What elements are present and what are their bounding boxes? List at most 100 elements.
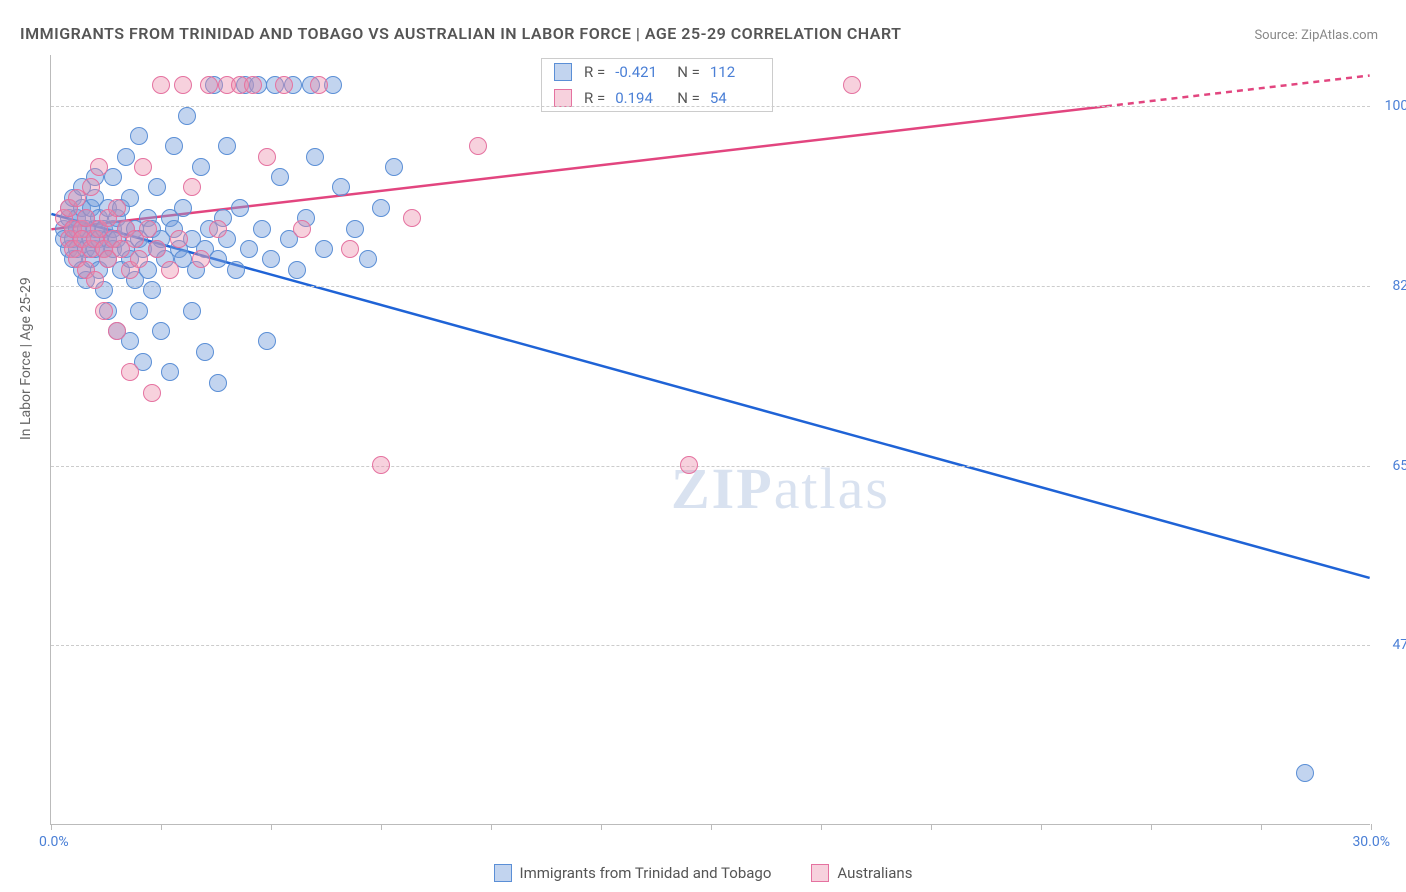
scatter-point xyxy=(240,240,258,258)
chart-source: Source: ZipAtlas.com xyxy=(1254,28,1378,43)
scatter-point xyxy=(284,76,302,94)
scatter-point xyxy=(293,220,311,238)
scatter-point xyxy=(170,240,188,258)
scatter-point xyxy=(112,240,130,258)
scatter-point xyxy=(227,261,245,279)
scatter-point xyxy=(64,220,82,238)
scatter-point xyxy=(126,271,144,289)
scatter-point xyxy=(99,230,117,248)
x-axis-max-label: 30.0% xyxy=(1352,834,1390,850)
chart-title: IMMIGRANTS FROM TRINIDAD AND TOBAGO VS A… xyxy=(20,24,901,43)
legend-label-2: Australians xyxy=(837,864,912,882)
scatter-point xyxy=(134,353,152,371)
scatter-point xyxy=(165,137,183,155)
stats-row-series-1: R = -0.421 N = 112 xyxy=(542,59,772,85)
scatter-point xyxy=(112,199,130,217)
scatter-point xyxy=(332,178,350,196)
scatter-point xyxy=(134,240,152,258)
scatter-point xyxy=(64,189,82,207)
scatter-point xyxy=(183,230,201,248)
scatter-point xyxy=(315,240,333,258)
n-label: N = xyxy=(677,89,700,107)
r-value-series-1: -0.421 xyxy=(615,63,665,81)
watermark: ZIPatlas xyxy=(671,455,890,522)
scatter-point xyxy=(99,250,117,268)
scatter-point xyxy=(68,220,86,238)
n-label: N = xyxy=(677,63,700,81)
scatter-point xyxy=(253,220,271,238)
scatter-point xyxy=(73,261,91,279)
scatter-point xyxy=(99,209,117,227)
r-label: R = xyxy=(584,63,605,81)
scatter-point xyxy=(121,363,139,381)
scatter-point xyxy=(297,209,315,227)
scatter-point xyxy=(359,250,377,268)
scatter-point xyxy=(324,76,342,94)
r-label: R = xyxy=(584,89,605,107)
scatter-point xyxy=(95,220,113,238)
scatter-point xyxy=(1296,764,1314,782)
scatter-point xyxy=(288,261,306,279)
scatter-point xyxy=(104,240,122,258)
scatter-point xyxy=(60,199,78,217)
scatter-point xyxy=(73,178,91,196)
scatter-point xyxy=(60,209,78,227)
x-tick xyxy=(931,824,932,830)
scatter-point xyxy=(121,189,139,207)
scatter-point xyxy=(258,148,276,166)
scatter-point xyxy=(60,240,78,258)
scatter-point xyxy=(117,240,135,258)
scatter-point xyxy=(77,261,95,279)
scatter-point xyxy=(73,230,91,248)
source-name: ZipAtlas.com xyxy=(1301,28,1378,43)
scatter-point xyxy=(218,76,236,94)
gridline xyxy=(51,466,1370,467)
scatter-point xyxy=(183,178,201,196)
scatter-point xyxy=(174,199,192,217)
correlation-stats-box: R = -0.421 N = 112 R = 0.194 N = 54 xyxy=(541,58,773,112)
scatter-point xyxy=(134,158,152,176)
scatter-point xyxy=(148,240,166,258)
y-tick-label: 100.0% xyxy=(1375,98,1406,114)
scatter-point xyxy=(108,199,126,217)
scatter-point xyxy=(152,230,170,248)
scatter-point xyxy=(90,220,108,238)
scatter-point xyxy=(64,250,82,268)
y-tick-label: 47.5% xyxy=(1375,637,1406,653)
swatch-series-1 xyxy=(554,63,572,81)
x-tick xyxy=(601,824,602,830)
scatter-point xyxy=(143,220,161,238)
n-value-series-1: 112 xyxy=(710,63,760,81)
scatter-point xyxy=(302,76,320,94)
scatter-point xyxy=(258,332,276,350)
scatter-point xyxy=(209,374,227,392)
legend-swatch-1 xyxy=(494,864,512,882)
scatter-point xyxy=(64,240,82,258)
x-tick xyxy=(51,824,52,830)
bottom-legend: Immigrants from Trinidad and Tobago Aust… xyxy=(0,864,1406,882)
scatter-point xyxy=(130,127,148,145)
scatter-point xyxy=(161,363,179,381)
scatter-point xyxy=(60,230,78,248)
scatter-point xyxy=(843,76,861,94)
trendlines-layer xyxy=(51,55,1370,824)
scatter-point xyxy=(108,322,126,340)
scatter-point xyxy=(192,250,210,268)
scatter-point xyxy=(143,281,161,299)
scatter-point xyxy=(77,240,95,258)
gridline xyxy=(51,286,1370,287)
x-tick xyxy=(1371,824,1372,830)
scatter-point xyxy=(231,76,249,94)
scatter-point xyxy=(170,230,188,248)
scatter-point xyxy=(99,199,117,217)
x-tick xyxy=(1151,824,1152,830)
scatter-point xyxy=(55,230,73,248)
legend-item-2: Australians xyxy=(811,864,912,882)
scatter-point xyxy=(73,230,91,248)
scatter-point xyxy=(680,456,698,474)
gridline xyxy=(51,645,1370,646)
scatter-point xyxy=(306,148,324,166)
scatter-point xyxy=(196,343,214,361)
scatter-point xyxy=(90,209,108,227)
scatter-point xyxy=(214,209,232,227)
